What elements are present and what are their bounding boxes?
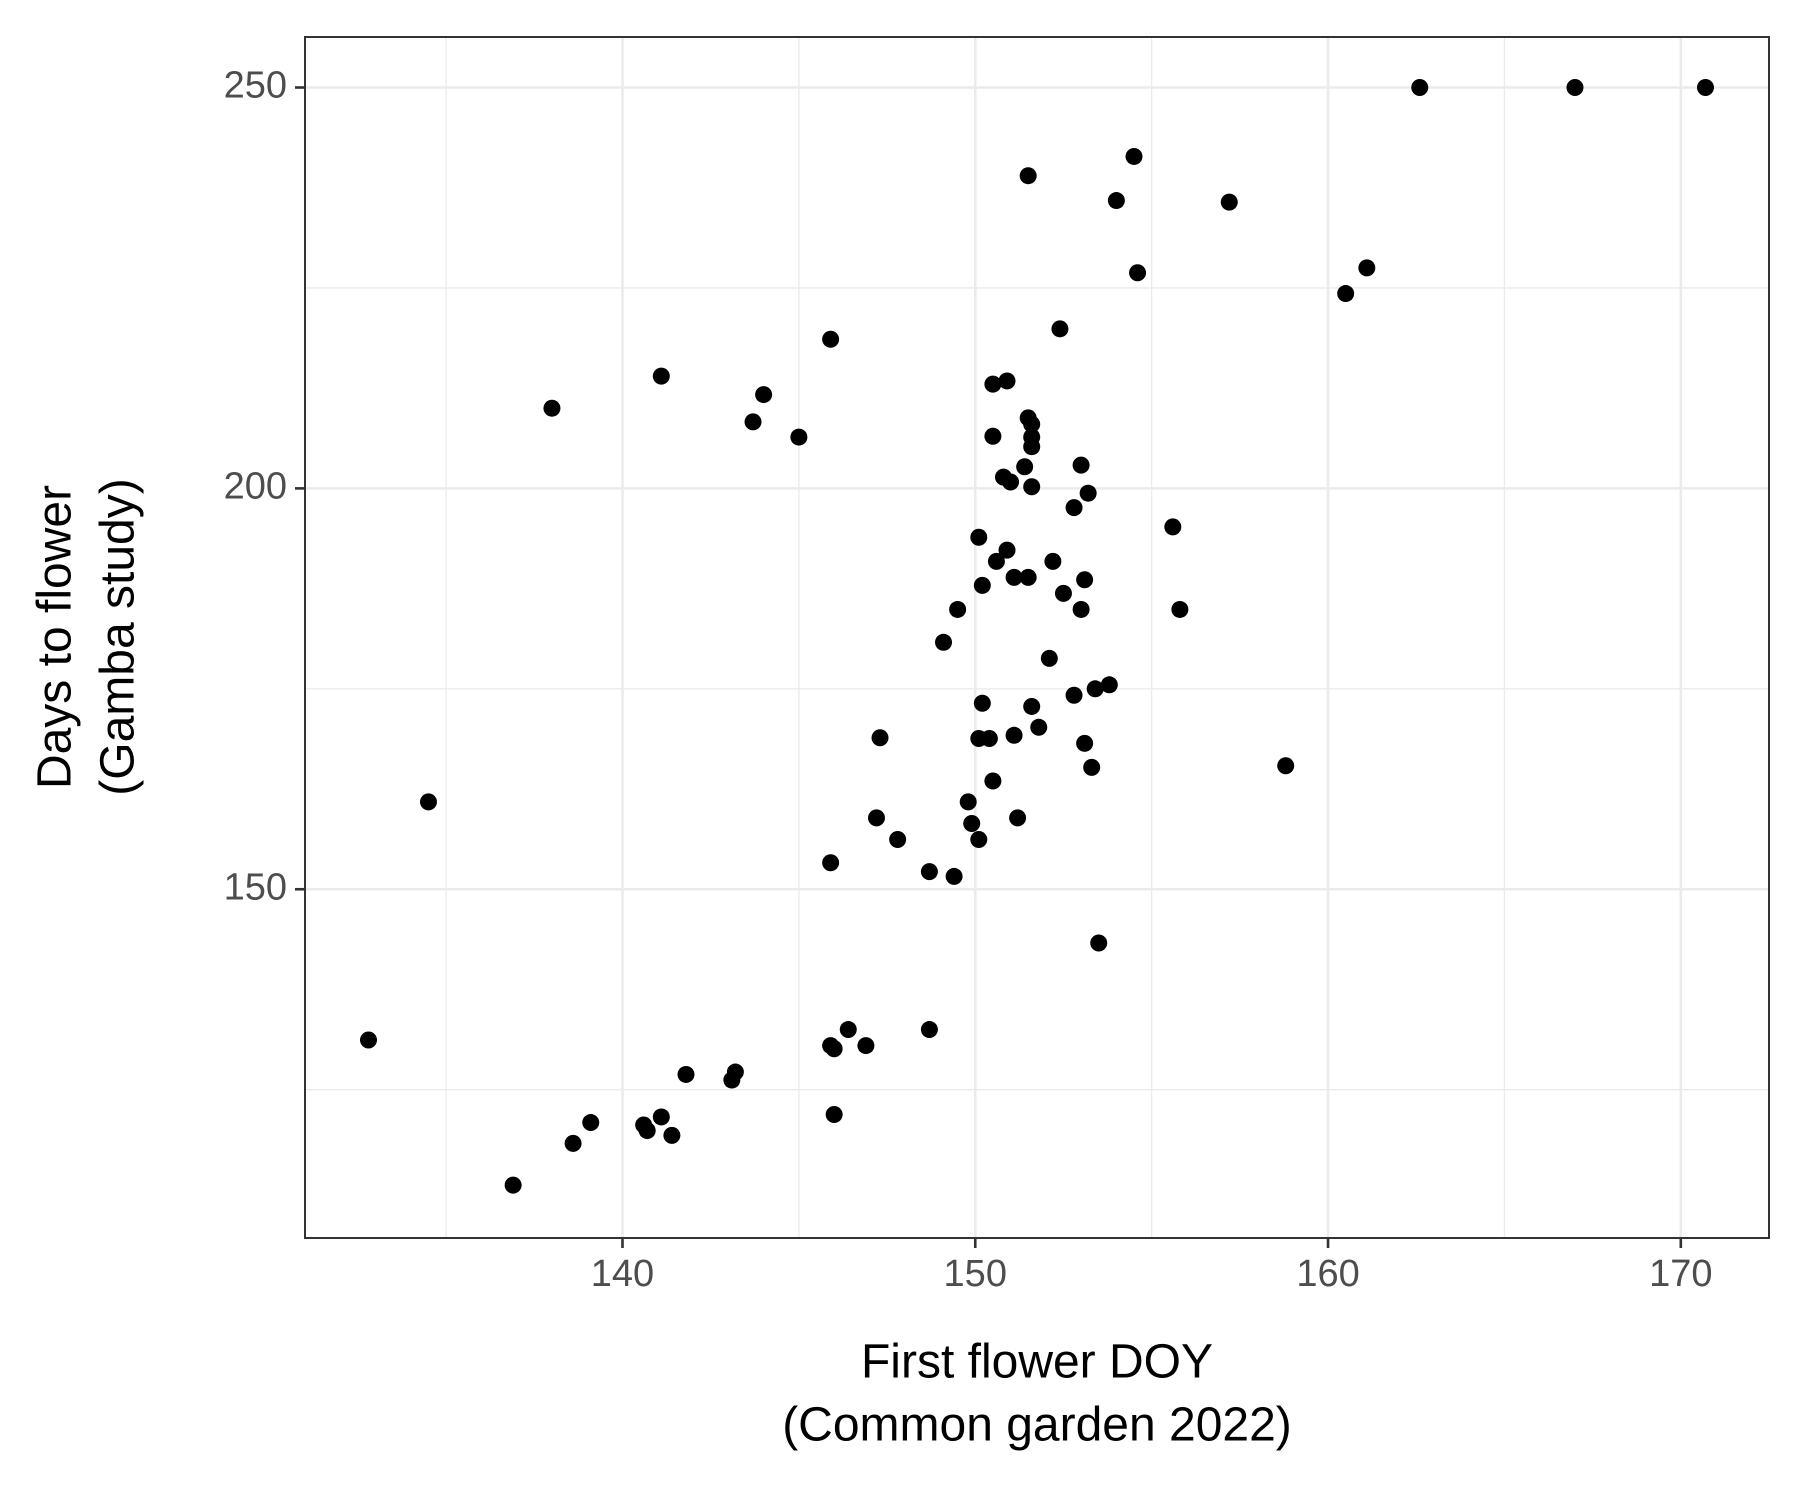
point [1005,568,1023,586]
x-axis-title: (Common garden 2022) [782,1399,1292,1452]
point [1016,458,1034,476]
point [1009,809,1027,827]
point [359,1031,377,1049]
point [663,1126,681,1144]
point [652,367,670,385]
x-tick-label: 160 [1296,1253,1359,1295]
point [1076,734,1094,752]
point [822,330,840,348]
point [1023,478,1041,496]
point [1023,697,1041,715]
point [1090,934,1108,952]
point [638,1122,656,1140]
point [839,1021,857,1039]
point [1054,584,1072,602]
point [1023,415,1041,433]
point [998,541,1016,559]
point [1100,676,1118,694]
point [564,1134,582,1152]
point [1125,147,1143,165]
point [1076,571,1094,589]
point [652,1108,670,1126]
point [790,428,808,446]
axes: 140 150 160 170 150 200 250 [224,65,1713,1295]
point [419,793,437,811]
point [1337,285,1355,303]
point [1023,438,1041,456]
point [1086,680,1104,698]
point [949,600,967,618]
point [1171,600,1189,618]
x-axis-title: First flower DOY [861,1336,1213,1389]
point [755,386,773,404]
point [825,1106,843,1124]
point [867,809,885,827]
point [1277,757,1295,775]
point [504,1176,522,1194]
point [822,854,840,872]
point [744,413,762,431]
point [857,1037,875,1055]
point [920,1021,938,1039]
point [1044,552,1062,570]
point [1030,718,1048,736]
y-axis-title: Days to flower [29,485,82,789]
point [1002,473,1020,491]
point [1107,192,1125,210]
point [935,633,953,651]
point [1019,568,1037,586]
y-tick-label: 250 [224,65,287,107]
point [970,528,988,546]
point [543,399,561,417]
point [984,427,1002,445]
point [998,372,1016,390]
point [1065,499,1083,517]
point [723,1071,741,1089]
y-axis-title: (Gamba study) [92,478,145,795]
x-tick-label: 140 [591,1253,654,1295]
y-tick-label: 150 [224,866,287,908]
point [1697,79,1715,97]
point [889,831,907,849]
point [973,576,991,594]
point [1072,456,1090,474]
point [582,1114,600,1132]
point [825,1040,843,1058]
panel-border [304,36,1770,1239]
point [1040,649,1058,667]
point [677,1065,695,1083]
point [871,729,889,747]
point [1129,264,1147,282]
x-tick-label: 150 [944,1253,1007,1295]
point [970,831,988,849]
x-tick-label: 170 [1649,1253,1712,1295]
point [1051,320,1069,338]
point [980,730,998,748]
y-tick-label: 200 [224,465,287,507]
points [359,79,1715,1194]
point [1079,484,1097,502]
point [987,552,1005,570]
point [963,815,981,833]
point [1019,167,1037,185]
point [1083,758,1101,776]
point [1566,79,1584,97]
point [984,375,1002,393]
point [1220,193,1238,211]
point [973,694,991,712]
point [1164,518,1182,536]
point [1358,259,1376,277]
point [920,863,938,881]
point [984,772,1002,790]
point [1005,726,1023,744]
point [1072,600,1090,618]
point [1065,686,1083,704]
point [1411,79,1429,97]
point [945,867,963,885]
point [959,793,977,811]
